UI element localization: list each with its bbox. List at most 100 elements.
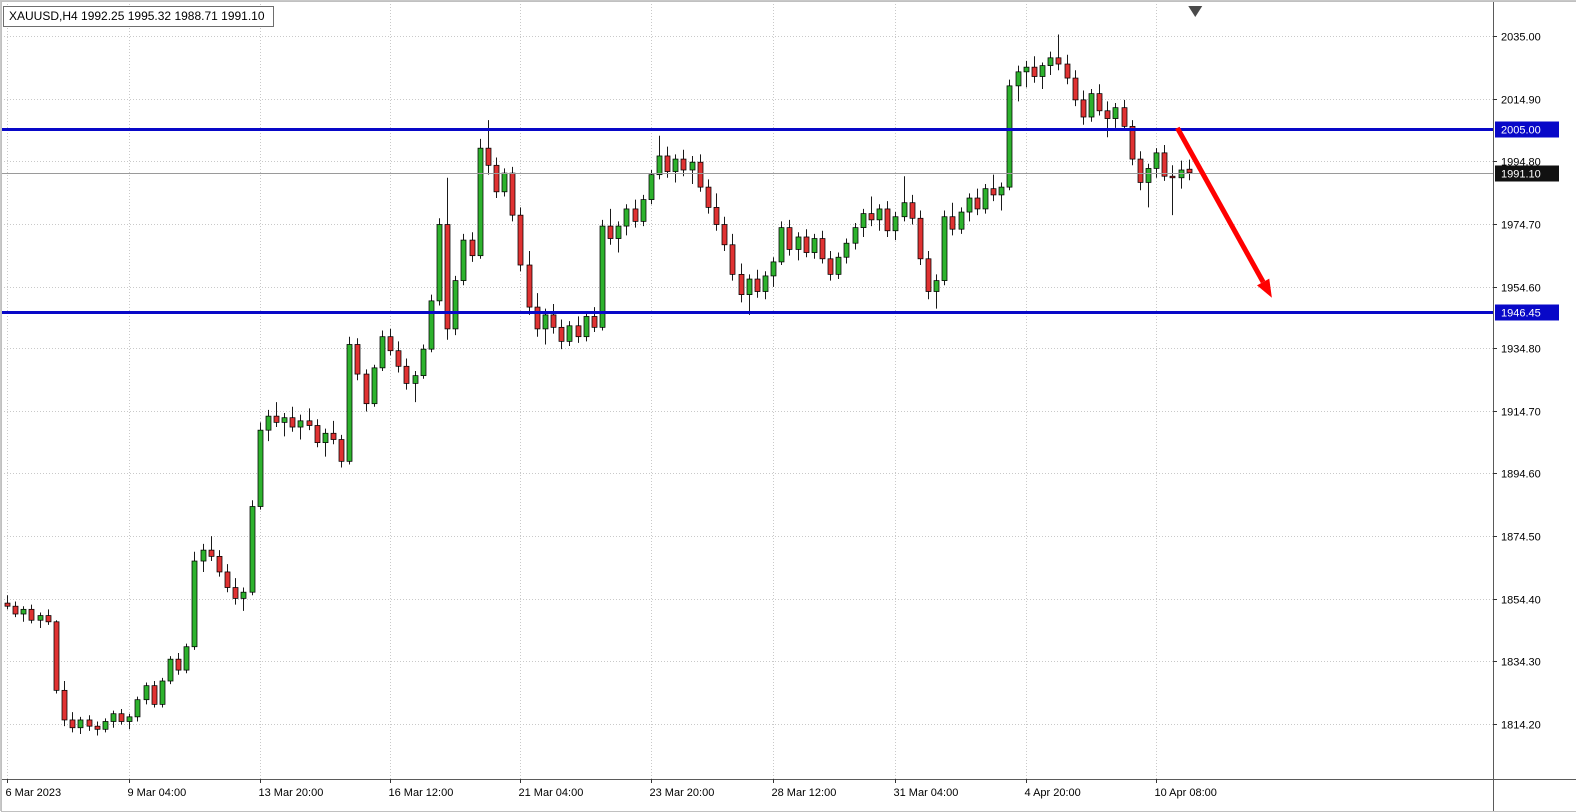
candle-body-bull <box>144 686 149 700</box>
svg-text:1946.45: 1946.45 <box>1501 308 1541 320</box>
candle-body-bull <box>624 209 629 226</box>
candle-body-bear <box>910 203 915 219</box>
candle-body-bear <box>152 686 157 705</box>
candle-body-bear <box>551 315 556 327</box>
candle-body-bear <box>1056 58 1061 64</box>
candle-body-bear <box>665 156 670 172</box>
candle-body-bear <box>885 209 890 231</box>
candle-body-bull <box>861 214 866 228</box>
price-axis-label: 1854.40 <box>1501 595 1541 607</box>
candle-body-bear <box>804 237 809 253</box>
candle-body-bull <box>21 609 26 614</box>
candle-body-bull <box>763 276 768 292</box>
candle-body-bear <box>364 374 369 404</box>
candle-body-bull <box>649 175 654 200</box>
candle-body-bear <box>1073 78 1078 100</box>
candle-body-bull <box>942 217 947 281</box>
candle-body-bull <box>78 720 83 728</box>
candle-body-bull <box>380 337 385 368</box>
candle-body-bull <box>184 647 189 670</box>
candle-body-bull <box>1089 94 1094 117</box>
candle-body-bull <box>453 281 458 329</box>
candle-body-bull <box>567 326 572 342</box>
candle-body-bull <box>1146 168 1151 182</box>
candle-body-bull <box>543 315 548 329</box>
candle-body-bull <box>502 173 507 192</box>
candle-body-bear <box>290 418 295 427</box>
candle-body-bear <box>559 327 564 341</box>
candle-body-bull <box>168 659 173 681</box>
candle-body-bear <box>926 259 931 292</box>
candle-body-bear <box>209 550 214 556</box>
candle-body-bull <box>641 200 646 222</box>
candle-body-bull <box>967 198 972 212</box>
candle-body-bull <box>413 376 418 384</box>
candle-body-bear <box>339 440 344 462</box>
candle-body-bear <box>225 572 230 588</box>
price-axis-label: 1914.70 <box>1501 407 1541 419</box>
candle-body-bull <box>241 592 246 598</box>
candle-body-bear <box>494 165 499 191</box>
candle-body-bear <box>1081 100 1086 117</box>
svg-text:2005.00: 2005.00 <box>1501 125 1541 137</box>
candle-body-bull <box>282 418 287 423</box>
ohlc-text: XAUUSD,H4 1992.25 1995.32 1988.71 1991.1… <box>9 9 265 23</box>
candle-body-bear <box>518 215 523 265</box>
price-axis-label: 2014.90 <box>1501 95 1541 107</box>
price-tag-1946.45: 1946.45 <box>1495 305 1559 321</box>
candle-body-bull <box>250 507 255 593</box>
candle-body-bear <box>730 245 735 275</box>
time-axis-label: 6 Mar 2023 <box>6 787 62 799</box>
candle-body-bear <box>975 198 980 209</box>
candle-body-bull <box>478 148 483 256</box>
candle-body-bull <box>103 722 108 730</box>
candle-body-bull <box>959 212 964 229</box>
candle-body-bull <box>673 159 678 171</box>
candle-body-bear <box>1097 94 1102 111</box>
candle-body-bear <box>29 609 34 620</box>
price-axis-label: 1934.80 <box>1501 344 1541 356</box>
candle-body-bear <box>176 659 181 670</box>
candle-body-bull <box>902 203 907 217</box>
candle-body-bear <box>396 351 401 367</box>
candle-body-bear <box>1065 64 1070 78</box>
candle-body-bull <box>429 301 434 349</box>
candle-body-bear <box>315 425 320 442</box>
candle-body-bear <box>119 714 124 722</box>
price-axis-label: 1974.70 <box>1501 220 1541 232</box>
candle-body-bull <box>844 243 849 257</box>
candle-body-bull <box>771 262 776 276</box>
candle-body-bear <box>1170 176 1175 178</box>
candle-body-bull <box>266 416 271 430</box>
candle-body-bull <box>135 700 140 717</box>
chart-ohlc-label: XAUUSD,H4 1992.25 1995.32 1988.71 1991.1… <box>3 6 274 27</box>
candle-body-bear <box>5 603 10 606</box>
time-axis-label: 13 Mar 20:00 <box>259 787 324 799</box>
candle-body-bull <box>127 717 132 722</box>
candle-body-bull <box>323 433 328 442</box>
candle-body-bull <box>747 279 752 295</box>
candle-body-bull <box>298 421 303 427</box>
candle-body-bear <box>698 162 703 187</box>
candle-body-bear <box>404 366 409 383</box>
candle-body-bear <box>787 228 792 250</box>
candle-body-bear <box>1122 108 1127 127</box>
price-axis-label: 1954.60 <box>1501 283 1541 295</box>
candle-body-bull <box>657 156 662 175</box>
candle-body-bull <box>934 281 939 292</box>
price-axis-label: 2035.00 <box>1501 32 1541 44</box>
candle-body-bull <box>1040 66 1045 77</box>
candle-body-bear <box>592 316 597 327</box>
candle-body-bull <box>258 430 263 506</box>
candle-body-bull <box>1016 72 1021 86</box>
candle-body-bull <box>38 616 43 621</box>
candle-body-bull <box>461 240 466 281</box>
candle-body-bull <box>1024 67 1029 72</box>
candle-body-bear <box>755 279 760 291</box>
candle-body-bear <box>1162 153 1167 176</box>
time-axis-label: 10 Apr 08:00 <box>1155 787 1217 799</box>
candle-body-bull <box>1048 58 1053 66</box>
